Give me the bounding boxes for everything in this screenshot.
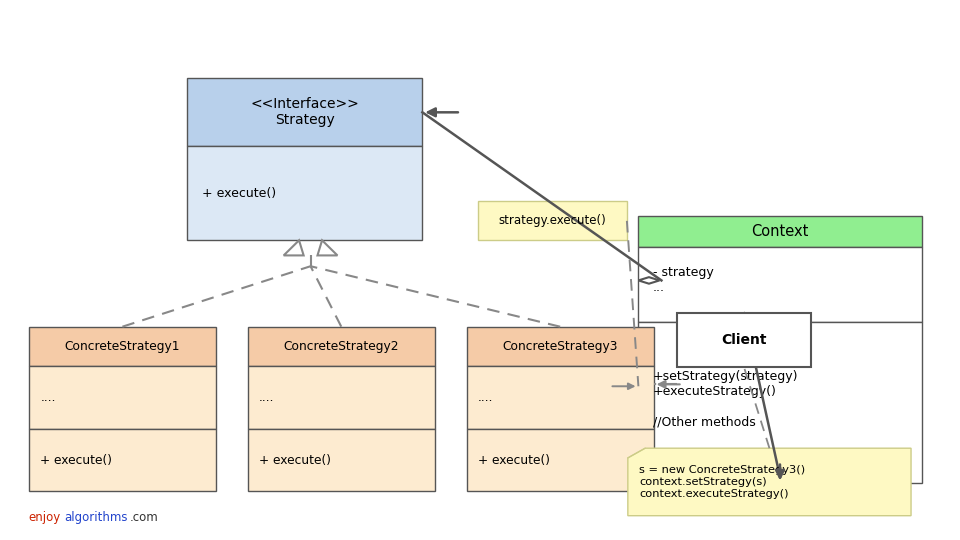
Bar [467,327,654,366]
Bar [638,216,922,247]
Text: <<Interface>>
Strategy: <<Interface>> Strategy [251,97,359,127]
Text: ....: .... [478,391,493,404]
Text: ConcreteStrategy3: ConcreteStrategy3 [502,340,618,353]
Polygon shape [318,240,338,255]
Bar [467,429,654,491]
Text: + execute(): + execute() [40,454,112,467]
Polygon shape [628,448,911,516]
Bar [248,327,435,366]
Text: + execute(): + execute() [202,187,276,200]
Bar [638,247,922,322]
Bar [29,366,216,429]
Text: +setStrategy(strategy)
+executeStrategy()

//Other methods: +setStrategy(strategy) +executeStrategy(… [653,370,799,428]
Polygon shape [638,277,660,284]
Text: Context: Context [752,224,808,239]
Text: .com: .com [130,511,158,524]
Text: enjoy: enjoy [29,511,61,524]
Text: s = new ConcreteStrategy3()
context.setStrategy(s)
context.executeStrategy(): s = new ConcreteStrategy3() context.setS… [639,465,805,498]
Text: ConcreteStrategy1: ConcreteStrategy1 [64,340,180,353]
Text: Client: Client [721,333,767,347]
Text: - strategy
...: - strategy ... [653,266,713,294]
Bar [677,313,811,367]
Text: strategy.execute(): strategy.execute() [498,214,607,227]
Bar [467,366,654,429]
Bar [187,78,422,146]
Bar [29,327,216,366]
Text: algorithms: algorithms [64,511,128,524]
Bar [187,146,422,240]
Text: + execute(): + execute() [259,454,331,467]
Polygon shape [284,240,303,255]
Text: + execute(): + execute() [478,454,550,467]
Bar [638,322,922,483]
Bar [248,366,435,429]
Text: ....: .... [259,391,275,404]
Text: ConcreteStrategy2: ConcreteStrategy2 [283,340,399,353]
Bar [248,429,435,491]
Bar [29,429,216,491]
Text: ....: .... [40,391,56,404]
Bar [478,201,627,240]
